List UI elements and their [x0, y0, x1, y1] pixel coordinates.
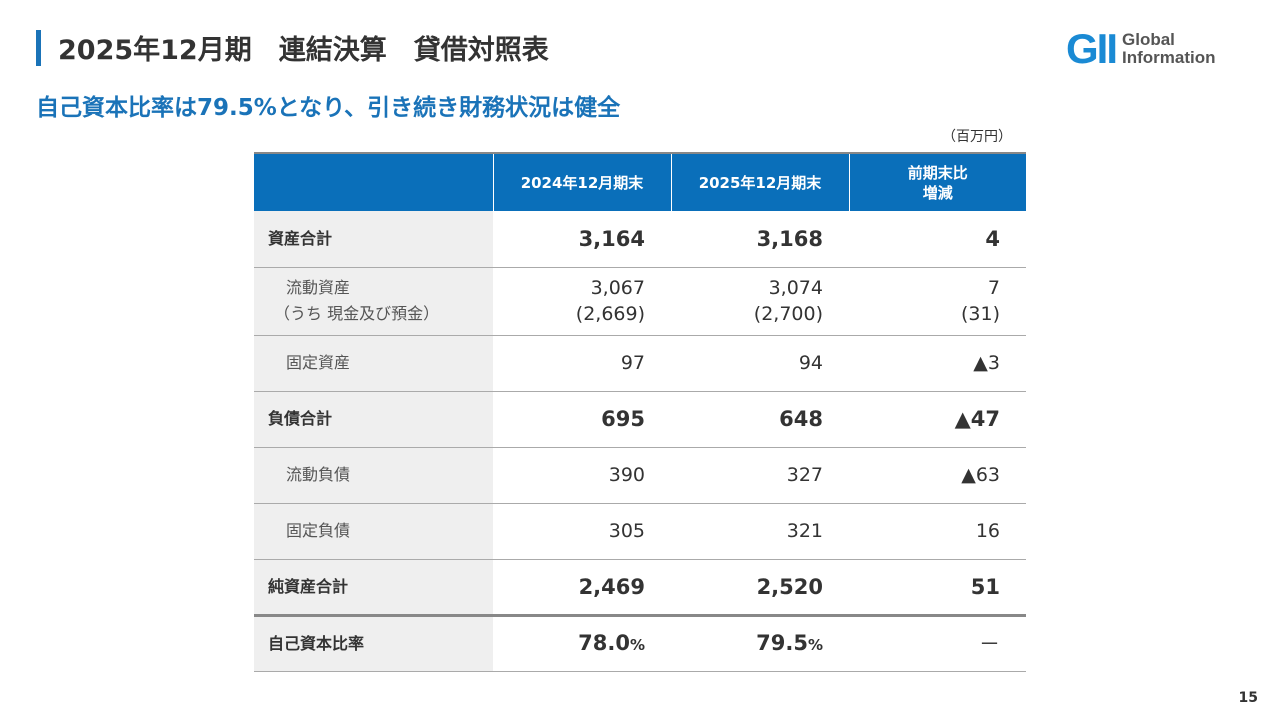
value-diff: 51: [849, 559, 1026, 617]
row-label: 流動負債: [254, 447, 493, 504]
value-2024: 97: [493, 335, 671, 392]
table-row: 自己資本比率 78.0% 79.5% －: [254, 615, 1026, 672]
value-diff: ▲63: [849, 447, 1026, 504]
table-row: 負債合計 695 648 ▲47: [254, 391, 1026, 448]
value-diff: ▲47: [849, 391, 1026, 448]
value-2025: 648: [671, 391, 849, 448]
value-2024: 390: [493, 447, 671, 504]
table-row: 固定負債 305 321 16: [254, 503, 1026, 560]
value-diff: 7 (31): [849, 267, 1026, 336]
page-title: 2025年12月期 連結決算 貸借対照表: [58, 35, 549, 66]
header-diff: 前期末比 増減: [848, 152, 1026, 211]
table-header-row: 2024年12月期末 2025年12月期末 前期末比 増減: [254, 152, 1026, 211]
balance-sheet-table: 2024年12月期末 2025年12月期末 前期末比 増減 資産合計 3,164 …: [254, 152, 1026, 672]
value-diff: －: [849, 615, 1026, 672]
logo-text-information: Information: [1122, 48, 1216, 67]
row-label: 固定資産: [254, 335, 493, 392]
value-2025: 79.5%: [671, 615, 849, 672]
row-label: 流動資産 （うち 現金及び預金）: [254, 267, 493, 336]
company-logo: GII Global Information: [1066, 28, 1216, 70]
value-2025: 2,520: [671, 559, 849, 617]
row-label: 自己資本比率: [254, 615, 493, 672]
page-subtitle: 自己資本比率は79.5%となり、引き続き財務状況は健全: [36, 95, 621, 121]
value-2025: 321: [671, 503, 849, 560]
unit-label: （百万円）: [942, 129, 1012, 145]
row-label: 固定負債: [254, 503, 493, 560]
row-label: 資産合計: [254, 211, 493, 268]
row-label: 負債合計: [254, 391, 493, 448]
value-2025: 3,168: [671, 211, 849, 268]
value-2025: 327: [671, 447, 849, 504]
value-2024: 3,164: [493, 211, 671, 268]
logo-mark: GII: [1066, 25, 1118, 72]
value-diff: 4: [849, 211, 1026, 268]
table-row: 純資産合計 2,469 2,520 51: [254, 559, 1026, 617]
table-row: 流動資産 （うち 現金及び預金） 3,067 (2,669) 3,074 (2,700…: [254, 267, 1026, 336]
logo-text-global: Global: [1122, 30, 1175, 49]
header-blank: [254, 152, 493, 211]
table-row: 固定資産 97 94 ▲3: [254, 335, 1026, 392]
value-diff: 16: [849, 503, 1026, 560]
title-accent-bar: [36, 30, 41, 66]
value-diff: ▲3: [849, 335, 1026, 392]
value-2025: 3,074 (2,700): [671, 267, 849, 336]
header-2025: 2025年12月期末: [670, 152, 849, 211]
header-2024: 2024年12月期末: [492, 152, 671, 211]
value-2024: 695: [493, 391, 671, 448]
value-2025: 94: [671, 335, 849, 392]
value-2024: 2,469: [493, 559, 671, 617]
table-row: 資産合計 3,164 3,168 4: [254, 211, 1026, 268]
table-row: 流動負債 390 327 ▲63: [254, 447, 1026, 504]
value-2024: 305: [493, 503, 671, 560]
row-label: 純資産合計: [254, 559, 493, 617]
value-2024: 78.0%: [493, 615, 671, 672]
value-2024: 3,067 (2,669): [493, 267, 671, 336]
page-number: 15: [1238, 690, 1258, 706]
